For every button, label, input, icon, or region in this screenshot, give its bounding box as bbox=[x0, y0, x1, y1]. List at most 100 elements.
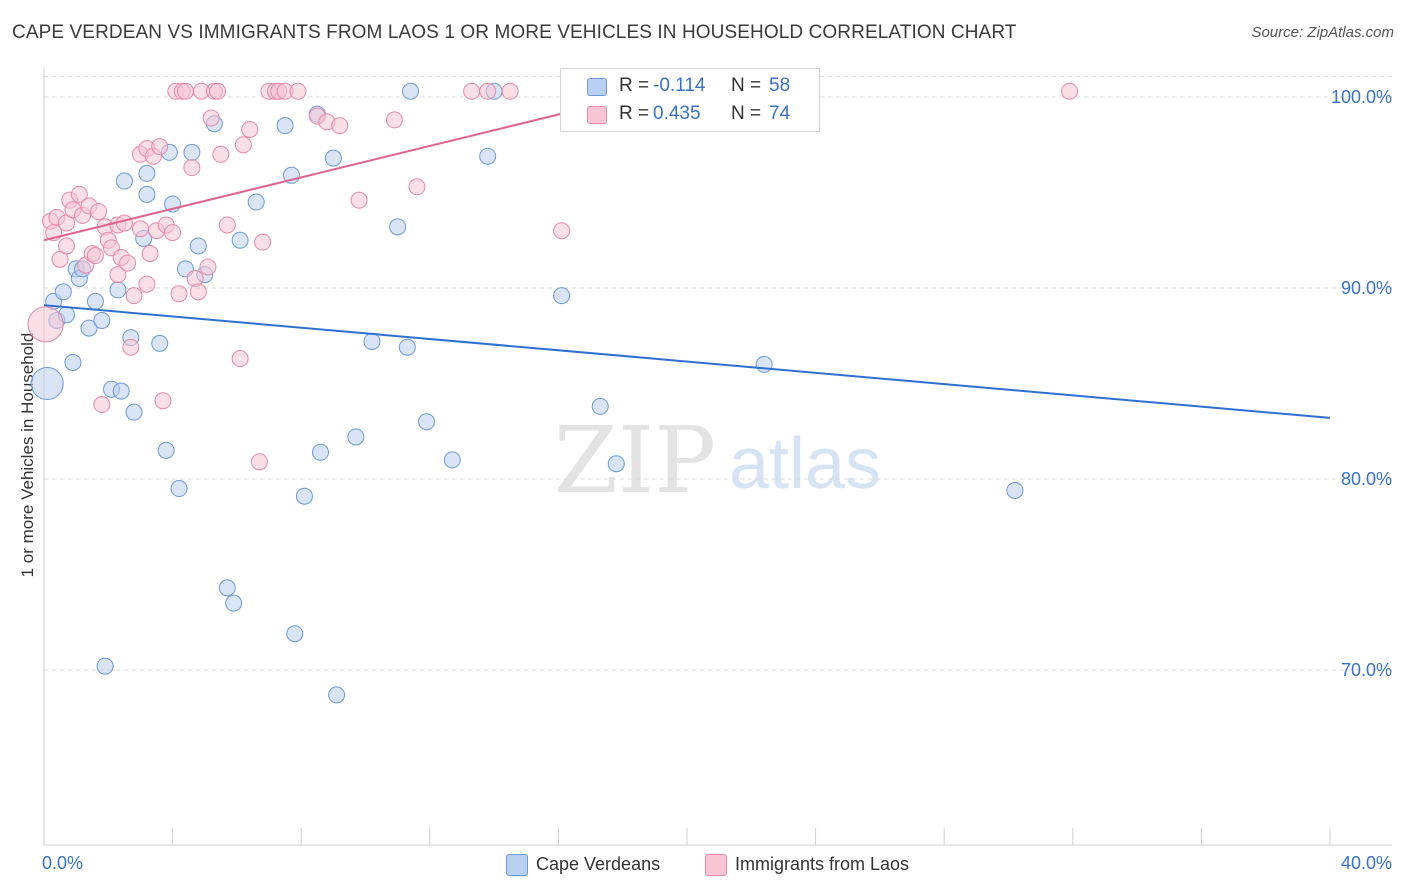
laos-point bbox=[250, 453, 268, 471]
cape-verdean-point bbox=[80, 319, 98, 337]
cape-verdean-point bbox=[324, 149, 342, 167]
cape-verdean-trend-line bbox=[43, 304, 1331, 419]
cape-verdean-point bbox=[363, 332, 381, 350]
legend-item-cape-verdeans[interactable]: Cape Verdeans bbox=[506, 852, 686, 876]
legend-swatch-blue bbox=[506, 854, 528, 876]
stats-row-cape-verdeans: R = -0.114 N = 58 bbox=[561, 72, 819, 100]
laos-point bbox=[553, 222, 571, 240]
laos-point bbox=[86, 247, 104, 265]
stats-n-label: N = bbox=[731, 75, 762, 96]
cape-verdean-point bbox=[54, 283, 72, 301]
laos-point bbox=[479, 82, 497, 100]
laos-point bbox=[212, 145, 230, 163]
cape-verdean-point bbox=[755, 355, 773, 373]
stats-n-label: N = bbox=[731, 103, 762, 124]
cape-verdean-point bbox=[311, 443, 329, 461]
cape-verdean-point bbox=[218, 579, 236, 597]
stats-r-value: -0.114 bbox=[653, 75, 706, 96]
laos-point bbox=[350, 191, 368, 209]
laos-point bbox=[164, 224, 182, 242]
laos-point bbox=[241, 120, 259, 138]
laos-point bbox=[202, 109, 220, 127]
cape-verdean-point bbox=[591, 397, 609, 415]
cape-verdean-point bbox=[138, 185, 156, 203]
cape-verdean-point bbox=[389, 218, 407, 236]
cape-verdean-point bbox=[418, 413, 436, 431]
watermark: ZIP atlas bbox=[554, 407, 881, 514]
cape-verdean-point bbox=[607, 455, 625, 473]
cape-verdean-point bbox=[295, 487, 313, 505]
cape-verdean-point bbox=[109, 281, 127, 299]
cape-verdean-point bbox=[328, 686, 346, 704]
cape-verdean-point bbox=[231, 231, 249, 249]
stats-swatch-blue bbox=[587, 78, 607, 96]
stats-n-value: 74 bbox=[769, 103, 791, 124]
chart-title: CAPE VERDEAN VS IMMIGRANTS FROM LAOS 1 O… bbox=[12, 22, 1017, 43]
cape-verdean-point bbox=[443, 451, 461, 469]
laos-point bbox=[93, 396, 111, 414]
laos-point bbox=[119, 254, 137, 272]
laos-point bbox=[176, 82, 194, 100]
legend-label: Immigrants from Laos bbox=[735, 854, 910, 874]
legend-item-laos[interactable]: Immigrants from Laos bbox=[705, 852, 945, 876]
laos-point bbox=[151, 138, 169, 156]
laos-point bbox=[183, 159, 201, 177]
cape-verdean-point bbox=[479, 147, 497, 165]
cape-verdean-point bbox=[189, 237, 207, 255]
cape-verdean-point bbox=[170, 480, 188, 498]
stats-swatch-pink bbox=[587, 106, 607, 124]
x-tick-label: 40.0% bbox=[1341, 853, 1392, 873]
laos-point bbox=[70, 185, 88, 203]
stats-r-label: R = bbox=[619, 75, 650, 96]
data-points bbox=[27, 82, 1079, 704]
axes bbox=[43, 68, 1392, 846]
laos-point bbox=[209, 82, 227, 100]
laos-point bbox=[122, 338, 140, 356]
laos-point bbox=[115, 214, 133, 232]
laos-point bbox=[463, 82, 481, 100]
laos-point bbox=[189, 283, 207, 301]
legend-swatch-pink bbox=[705, 854, 727, 876]
laos-point bbox=[90, 203, 108, 221]
laos-point bbox=[154, 392, 172, 410]
cape-verdean-point bbox=[276, 117, 294, 135]
cape-verdean-point bbox=[247, 193, 265, 211]
cape-verdean-point bbox=[553, 287, 571, 305]
cape-verdean-point bbox=[402, 82, 420, 100]
cape-verdean-point bbox=[138, 164, 156, 182]
cape-verdean-point bbox=[64, 353, 82, 371]
cape-verdean-point bbox=[347, 428, 365, 446]
laos-point bbox=[141, 245, 159, 263]
laos-point bbox=[385, 111, 403, 129]
tick-labels: 100.0% 90.0% 80.0% 70.0% 0.0% 40.0% bbox=[42, 87, 1392, 873]
laos-point bbox=[231, 350, 249, 368]
stats-n-value: 58 bbox=[769, 75, 791, 96]
cape-verdean-point bbox=[125, 403, 143, 421]
cape-verdean-point bbox=[151, 334, 169, 352]
watermark-atlas: atlas bbox=[729, 424, 881, 504]
legend-label: Cape Verdeans bbox=[536, 854, 661, 874]
stats-box: R = -0.114 N = 58 R = 0.435 N = 74 bbox=[560, 68, 820, 132]
cape-verdean-point bbox=[86, 292, 104, 310]
laos-point bbox=[331, 117, 349, 135]
y-tick-label: 90.0% bbox=[1341, 278, 1392, 298]
cape-verdean-point bbox=[96, 657, 114, 675]
grid-lines bbox=[44, 75, 1392, 671]
laos-point bbox=[199, 258, 217, 276]
laos-point bbox=[27, 306, 64, 343]
stats-r-value: 0.435 bbox=[653, 103, 701, 124]
cape-verdean-point bbox=[183, 143, 201, 161]
stats-row-laos: R = 0.435 N = 74 bbox=[561, 100, 819, 128]
watermark-zip: ZIP bbox=[554, 407, 716, 514]
cape-verdean-point bbox=[115, 172, 133, 190]
cape-verdean-point bbox=[157, 441, 175, 459]
y-tick-label: 70.0% bbox=[1341, 660, 1392, 680]
laos-point bbox=[218, 216, 236, 234]
laos-point bbox=[138, 275, 156, 293]
laos-point bbox=[125, 287, 143, 305]
cape-verdean-point bbox=[93, 311, 111, 329]
y-tick-label: 100.0% bbox=[1331, 87, 1392, 107]
laos-point bbox=[289, 82, 307, 100]
laos-point bbox=[234, 136, 252, 154]
